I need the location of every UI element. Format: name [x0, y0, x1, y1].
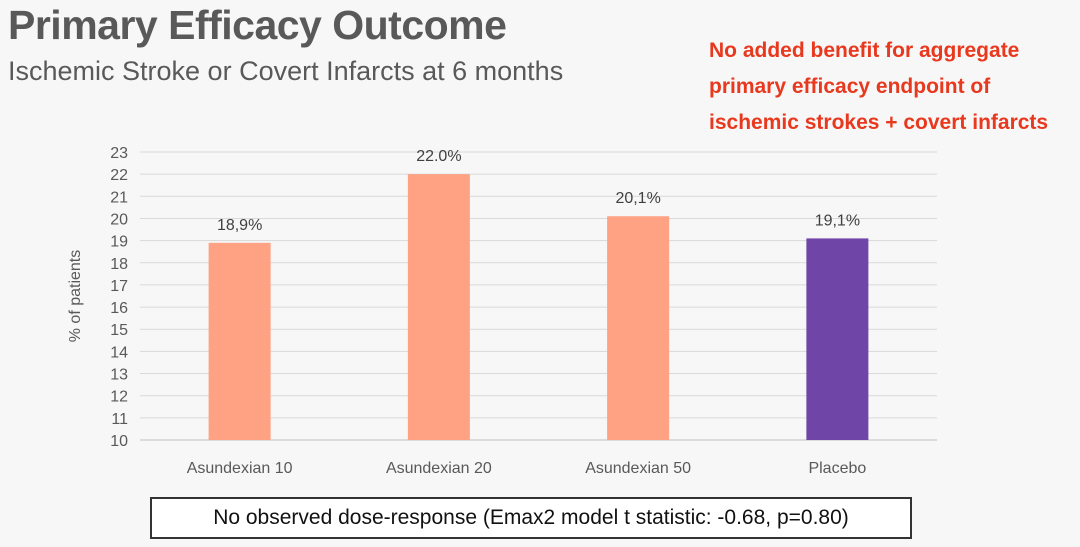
footnote-text: No observed dose-response (Emax2 model t… [213, 506, 849, 529]
y-tick-label: 22 [110, 167, 128, 184]
y-tick-label: 16 [110, 300, 128, 317]
bar [607, 216, 670, 440]
callout-line: No added benefit for aggregate [709, 39, 1020, 62]
y-tick-label: 23 [110, 145, 128, 162]
y-tick-label: 18 [110, 256, 128, 273]
callout-line: ischemic strokes + covert infarcts [709, 111, 1049, 134]
data-label: 18,9% [217, 217, 262, 234]
data-label: 20,1% [615, 190, 660, 207]
y-tick-label: 15 [110, 322, 128, 339]
y-tick-label: 21 [110, 189, 128, 206]
callout-line: primary efficacy endpoint of [709, 75, 991, 98]
bar [407, 174, 470, 440]
data-label: 19,1% [815, 212, 860, 229]
callout-note: No added benefit for aggregate primary e… [709, 33, 1048, 141]
bar [806, 238, 869, 440]
y-tick-label: 19 [110, 234, 128, 251]
x-tick-label: Asundexian 50 [585, 460, 691, 477]
y-tick-label: 20 [110, 211, 128, 228]
y-tick-label: 12 [110, 389, 128, 406]
y-tick-label: 17 [110, 278, 128, 295]
slide-title: Primary Efficacy Outcome [8, 2, 507, 48]
x-tick-label: Asundexian 10 [187, 460, 293, 477]
bar [208, 242, 271, 440]
footnote-box: No observed dose-response (Emax2 model t… [150, 497, 912, 539]
y-tick-label: 14 [110, 344, 128, 361]
x-tick-label: Asundexian 20 [386, 460, 492, 477]
y-tick-label: 13 [110, 367, 128, 384]
y-tick-label: 10 [110, 433, 128, 450]
x-tick-label: Placebo [808, 460, 866, 477]
data-label: 22.0% [416, 148, 461, 165]
y-axis-label: % of patients [67, 250, 84, 343]
slide-subtitle: Ischemic Stroke or Covert Infarcts at 6 … [8, 56, 564, 86]
y-tick-label: 11 [111, 411, 128, 428]
